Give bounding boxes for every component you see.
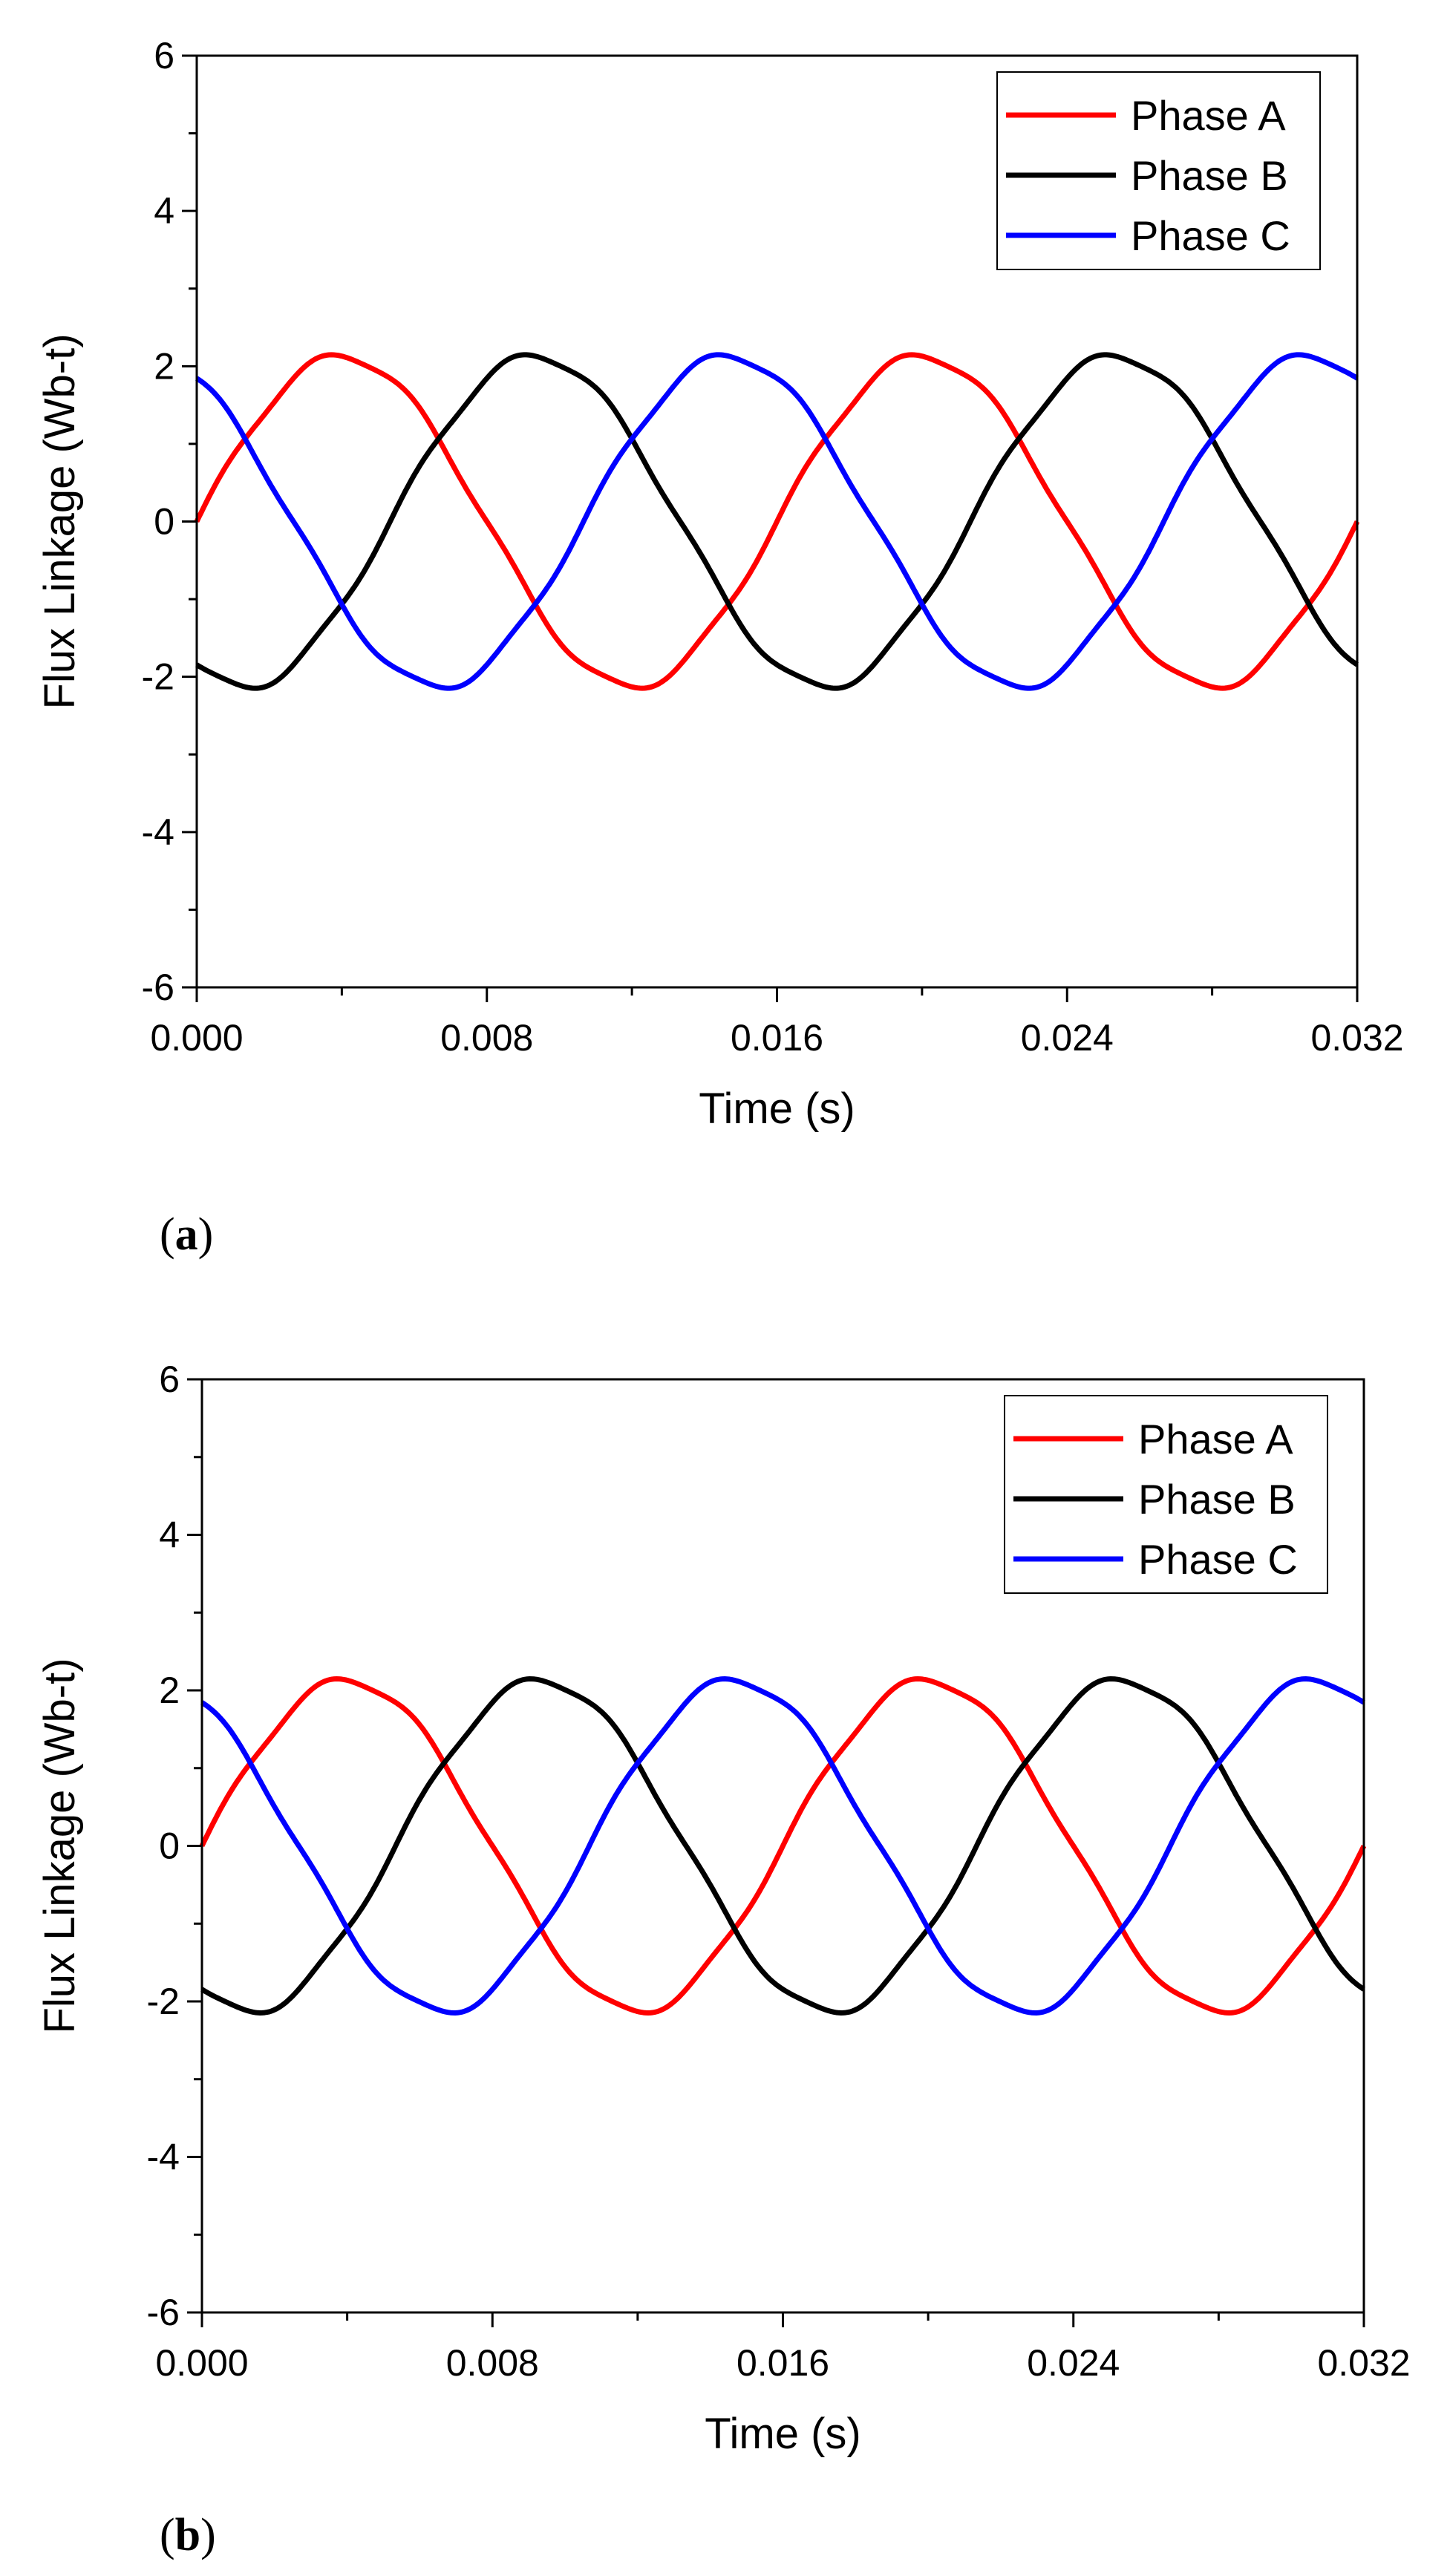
panel-label: (b) [160, 2510, 216, 2560]
x-tick-label: 0.008 [446, 2342, 539, 2384]
x-axis-title: Time (s) [699, 1085, 855, 1133]
y-tick-label: -4 [142, 811, 174, 853]
series-line-phase-c [200, 1676, 1365, 2016]
series-line-phase-b [200, 1676, 1365, 2016]
y-axis-title: Flux Linkage (Wb-t) [36, 333, 84, 709]
y-tick-label: 2 [154, 345, 174, 387]
y-axis: 6 4 2 0 -2 -4 -6 [147, 1359, 202, 2333]
x-tick-label: 0.016 [731, 1017, 823, 1059]
x-axis: 0.000 0.008 0.016 0.024 0.032 [155, 2312, 1411, 2384]
panel-label-letter: a [175, 1209, 198, 1260]
y-axis: 6 4 2 0 -2 -4 -6 [142, 35, 197, 1008]
y-tick-label: -6 [147, 2292, 180, 2333]
series-line-phase-c [195, 352, 1359, 691]
y-tick-label: 2 [159, 1670, 180, 1711]
legend-label: Phase B [1138, 1476, 1296, 1523]
x-tick-label: 0.016 [737, 2342, 829, 2384]
series-group [194, 352, 1360, 691]
y-axis-title: Flux Linkage (Wb-t) [36, 1658, 84, 2033]
y-tick-label: 4 [154, 190, 174, 232]
series-group [199, 1676, 1367, 2016]
y-tick-label: 6 [154, 35, 174, 76]
x-tick-label: 0.032 [1317, 2342, 1410, 2384]
y-tick-label: -4 [147, 2137, 180, 2178]
y-tick-label: 4 [159, 1514, 180, 1556]
legend: Phase A Phase B Phase C [1004, 1395, 1328, 1594]
legend-label: Phase B [1131, 152, 1288, 199]
series-line-phase-b [195, 352, 1359, 691]
x-axis-title: Time (s) [705, 2410, 860, 2458]
legend: Phase A Phase B Phase C [996, 71, 1321, 270]
x-tick-label: 0.032 [1310, 1017, 1403, 1059]
series-line-phase-a [194, 352, 1360, 691]
panel-label-close: ) [198, 1209, 214, 1260]
x-tick-label: 0.024 [1027, 2342, 1120, 2384]
y-tick-label: 0 [159, 1825, 180, 1867]
chart-panel-a: 6 4 2 0 -2 -4 -6 0.000 0.008 0.016 0.024 0.032 Time … [36, 35, 1404, 1260]
legend-label: Phase C [1131, 212, 1290, 259]
y-tick-label: 0 [154, 501, 174, 543]
x-tick-label: 0.000 [155, 2342, 248, 2384]
legend-label: Phase C [1138, 1536, 1298, 1583]
chart-panel-b: 6 4 2 0 -2 -4 -6 0.000 0.008 0.016 0.024 0.032 Time … [36, 1359, 1411, 2560]
x-tick-label: 0.008 [440, 1017, 533, 1059]
panel-label-open: ( [160, 1209, 175, 1260]
x-tick-label: 0.000 [150, 1017, 243, 1059]
panel-label-close: ) [200, 2510, 216, 2560]
y-tick-label: 6 [159, 1359, 180, 1400]
y-tick-label: -6 [142, 967, 174, 1008]
y-tick-label: -2 [142, 656, 174, 698]
y-tick-label: -2 [147, 1981, 180, 2022]
legend-label: Phase A [1138, 1416, 1293, 1462]
panel-label-letter: b [175, 2510, 200, 2560]
panel-label: (a) [160, 1209, 213, 1260]
x-axis: 0.000 0.008 0.016 0.024 0.032 [150, 987, 1404, 1059]
legend-label: Phase A [1131, 92, 1286, 139]
x-tick-label: 0.024 [1021, 1017, 1114, 1059]
panel-label-open: ( [160, 2510, 175, 2560]
series-line-phase-a [199, 1676, 1367, 2016]
